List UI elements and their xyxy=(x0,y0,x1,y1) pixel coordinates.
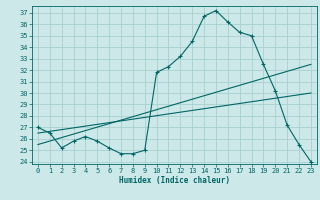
X-axis label: Humidex (Indice chaleur): Humidex (Indice chaleur) xyxy=(119,176,230,185)
